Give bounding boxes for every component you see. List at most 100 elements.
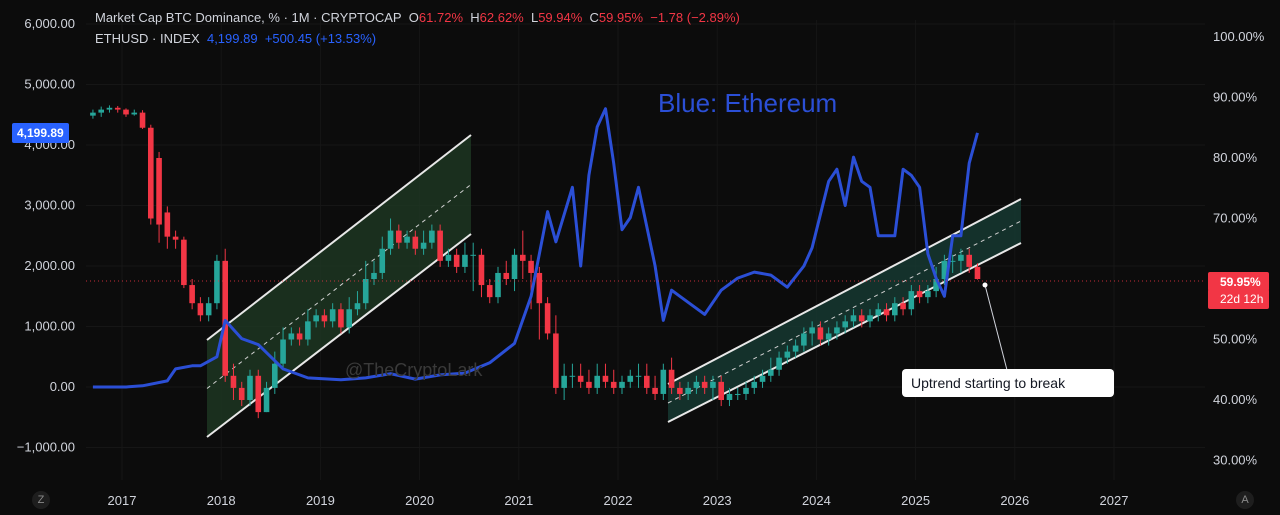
- candle-body: [759, 375, 766, 382]
- right-axis-tick: 50.00%: [1213, 332, 1258, 347]
- candle-body: [751, 381, 758, 388]
- candle-body: [453, 254, 460, 267]
- candle-body: [313, 315, 319, 322]
- channel-2018-fill: [207, 135, 471, 437]
- time-axis-tick: 2026: [1000, 493, 1029, 508]
- candle-body: [429, 230, 435, 243]
- candle-body: [784, 351, 791, 358]
- legend-btc-dominance[interactable]: Market Cap BTC Dominance, % · 1M · CRYPT…: [95, 10, 740, 25]
- annotation-pointer-dot: [982, 282, 988, 288]
- candle-body: [420, 242, 427, 249]
- candle-body: [925, 291, 931, 298]
- btc-price-badge: 59.95%: [1208, 272, 1269, 291]
- candle-body: [933, 279, 939, 292]
- legend-open-label: O: [408, 10, 419, 25]
- candle-body: [90, 112, 96, 116]
- legend-open: 61.72%: [418, 10, 464, 25]
- candle-body: [627, 375, 634, 382]
- candle-body: [817, 327, 824, 340]
- candle-body: [470, 254, 476, 256]
- time-axis-tick: 2021: [504, 493, 533, 508]
- zoom-button[interactable]: Z: [32, 491, 50, 509]
- left-axis-tick: 3,000.00: [24, 198, 75, 213]
- candle-body: [883, 309, 890, 316]
- left-price-axis: 6,000.005,000.004,000.003,000.002,000.00…: [17, 16, 75, 455]
- candle-body: [652, 387, 658, 394]
- legend-close-label: C: [589, 10, 599, 25]
- candle-body: [321, 315, 328, 322]
- legend-change: −1.78 (−2.89%): [650, 10, 740, 25]
- annotation-uptrend-break: Uptrend starting to break: [911, 375, 1066, 391]
- legend-eth-symbol: ETHUSD · INDEX: [95, 31, 200, 46]
- channel-2022-lower: [667, 242, 1022, 423]
- left-axis-tick: −1,000.00: [17, 440, 75, 455]
- candle-body: [900, 303, 906, 310]
- legend-high-label: H: [470, 10, 480, 25]
- candle-body: [511, 254, 518, 279]
- right-axis-tick: 70.00%: [1213, 211, 1258, 226]
- time-axis-tick: 2020: [405, 493, 434, 508]
- candle-body: [255, 375, 262, 413]
- annotation-blue-ethereum: Blue: Ethereum: [658, 88, 837, 118]
- candle-body: [329, 309, 336, 322]
- left-axis-tick: 1,000.00: [24, 319, 75, 334]
- eth-line-path: [92, 107, 979, 389]
- candle-body: [635, 375, 642, 377]
- candle-body: [850, 315, 857, 322]
- legend-ethusd[interactable]: ETHUSD · INDEX 4,199.89 +500.45 (+13.53%…: [95, 31, 376, 46]
- candle-body: [776, 357, 782, 370]
- auto-scale-button[interactable]: A: [1236, 491, 1254, 509]
- btc-dominance-candles: [90, 105, 981, 419]
- candle-body: [123, 109, 129, 115]
- candle-body: [296, 333, 303, 340]
- candle-body: [164, 212, 171, 237]
- candle-body: [396, 230, 402, 243]
- time-axis-tick: 2018: [207, 493, 236, 508]
- annotation-box: [902, 369, 1114, 397]
- right-price-axis: 100.00%90.00%80.00%70.00%60.00%50.00%40.…: [1213, 29, 1265, 468]
- candle-body: [263, 387, 270, 413]
- candle-body: [644, 375, 650, 388]
- time-axis-tick: 2017: [108, 493, 137, 508]
- candle-body: [379, 248, 386, 273]
- grid: [86, 20, 1205, 480]
- right-axis-tick: 100.00%: [1213, 29, 1265, 44]
- candle-body: [941, 260, 948, 279]
- candle-body: [387, 230, 394, 249]
- candle-body: [916, 291, 923, 298]
- channel-2018-upper: [206, 134, 472, 341]
- candle-body: [825, 333, 832, 340]
- candle-body: [238, 387, 245, 400]
- watermark: @TheCryptoLark: [345, 360, 483, 380]
- candle-body: [610, 381, 617, 388]
- candle-body: [114, 107, 121, 110]
- legend-high: 62.62%: [479, 10, 524, 25]
- candle-body: [338, 309, 344, 328]
- countdown-badge: 22d 12h: [1208, 289, 1270, 309]
- time-axis-tick: 2022: [604, 493, 633, 508]
- candle-body: [462, 254, 468, 267]
- candle-body: [693, 381, 700, 388]
- candle-body: [272, 363, 278, 388]
- candle-body: [743, 387, 749, 394]
- candle-body: [875, 309, 882, 316]
- candle-body: [346, 309, 352, 328]
- legend-low: 59.94%: [538, 10, 583, 25]
- candle-body: [288, 333, 295, 340]
- candle-body: [867, 315, 873, 322]
- candle-body: [726, 393, 733, 400]
- candle-body: [486, 285, 493, 298]
- legend-eth-price: 4,199.89: [206, 31, 258, 46]
- candle-body: [536, 272, 543, 304]
- candle-body: [280, 339, 286, 364]
- candle-body: [809, 327, 815, 334]
- candle-body: [404, 236, 410, 243]
- legend-low-label: L: [530, 10, 539, 25]
- candle-body: [685, 387, 691, 394]
- candle-body: [668, 369, 675, 388]
- candle-body: [197, 303, 204, 316]
- candle-body: [106, 107, 113, 110]
- trend-channels: [206, 134, 1022, 438]
- legend-symbol: Market Cap BTC Dominance, % · 1M · CRYPT…: [95, 10, 402, 25]
